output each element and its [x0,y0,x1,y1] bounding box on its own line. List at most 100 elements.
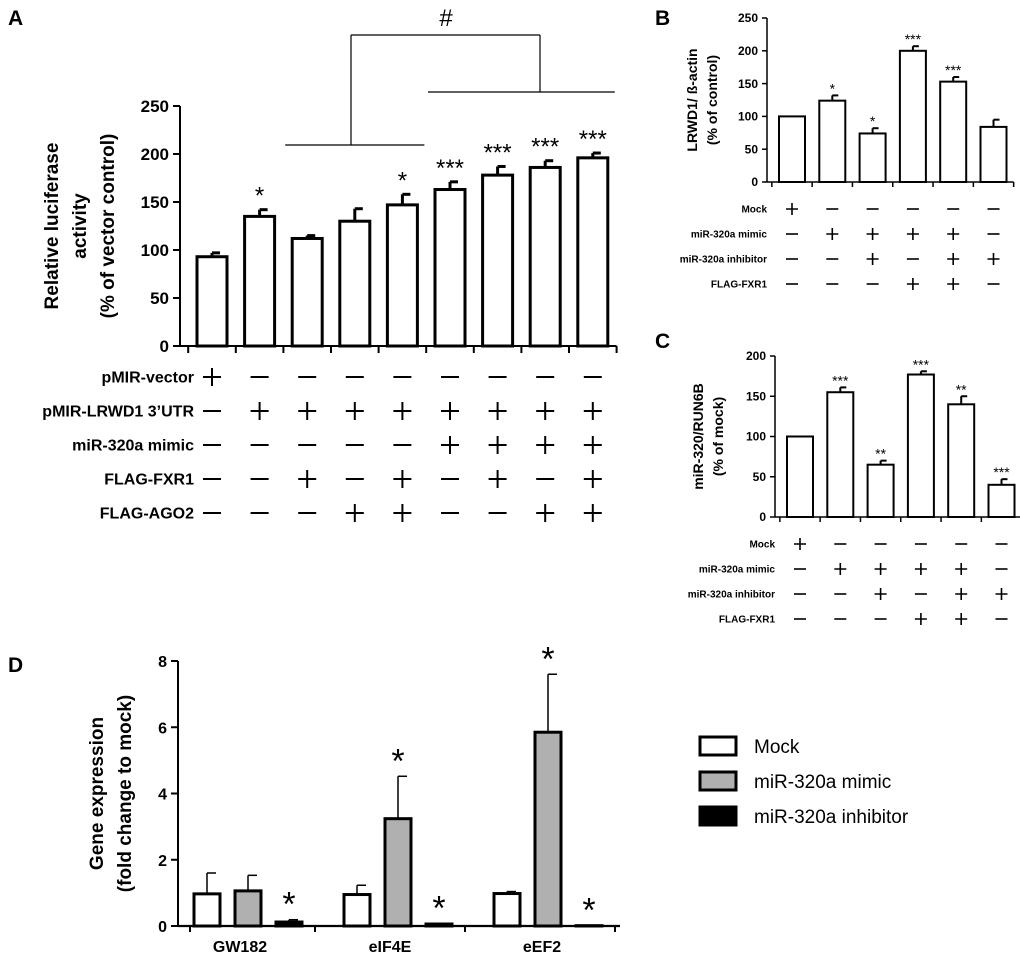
y-tick-label: 0 [759,510,766,524]
significance-marker: * [432,889,445,927]
panel-label-a: A [8,7,23,30]
bar [385,203,419,348]
plus-sign [955,563,968,575]
y-tick-label: 250 [738,11,758,25]
plus-sign [955,588,968,600]
plus-sign [995,588,1008,600]
category-label: eEF2 [523,939,561,956]
bar [492,892,522,928]
y-axis-label: (% of vector control) [98,134,119,319]
bar [233,889,263,928]
plus-sign [250,402,269,420]
plus-sign [488,470,507,488]
y-tick-label: 150 [141,193,169,212]
significance-marker: * [282,886,295,924]
bar [898,49,927,183]
bar [866,463,895,518]
y-tick-label: 50 [745,142,759,156]
plus-sign [866,253,879,265]
panel-label-d: D [8,654,23,677]
y-axis-label: (% of mock) [710,397,726,476]
bar [778,115,806,183]
y-tick-label: 150 [738,77,758,91]
legend-label: miR-320a mimic [754,772,891,793]
condition-label: miR-320a inhibitor [680,255,767,266]
y-tick-label: 100 [141,241,169,260]
bar [979,125,1008,183]
significance-marker: *** [905,31,922,47]
bar [195,255,229,348]
significance-marker: * [255,183,264,210]
y-tick-label: 0 [160,337,169,356]
plus-sign [583,504,602,522]
condition-label: miR-320a mimic [699,565,776,576]
y-tick-label: 150 [746,389,766,403]
plus-sign [947,278,960,290]
y-axis-label: Relative luciferase [42,143,63,310]
condition-label: FLAG-FXR1 [104,472,194,489]
significance-marker: ** [956,381,967,397]
significance-marker: *** [993,464,1010,480]
y-tick-label: 2 [158,853,167,870]
significance-marker: * [582,891,595,929]
condition-label: Mock [741,205,767,216]
bar [338,219,372,348]
plus-sign [906,228,919,240]
condition-label: miR-320a mimic [72,438,194,455]
plus-sign [298,470,317,488]
plus-sign [955,613,968,625]
bar [947,403,976,518]
bar [533,730,563,928]
y-axis-label: (% of control) [704,55,720,145]
y-tick-label: 250 [141,97,169,116]
y-tick-label: 4 [158,787,167,804]
bar [528,165,562,348]
y-tick-label: 50 [753,470,767,484]
plus-sign [536,504,555,522]
y-tick-label: 200 [141,145,169,164]
plus-sign [826,228,839,240]
significance-marker: *** [945,62,962,78]
bar [987,483,1016,518]
plus-sign [914,613,927,625]
plus-sign [874,563,887,575]
bar [818,99,847,183]
plus-sign [393,504,412,522]
y-tick-label: 100 [738,110,758,124]
plus-sign [536,436,555,454]
condition-label: FLAG-FXR1 [719,615,776,626]
significance-marker: *** [832,372,849,388]
y-tick-label: 200 [738,44,758,58]
plus-sign [866,228,879,240]
plus-sign [583,402,602,420]
significance-marker: * [398,167,407,194]
significance-marker: *** [913,356,930,372]
y-tick-label: 0 [751,175,758,189]
plus-sign [987,253,1000,265]
plus-sign [488,436,507,454]
legend-swatch [698,805,738,827]
legend-swatch [698,770,738,792]
category-label: GW182 [213,939,267,956]
condition-label: pMIR-vector [102,370,194,387]
plus-sign [583,436,602,454]
plus-sign [393,402,412,420]
bar [858,132,887,183]
bar [481,173,515,348]
legend-swatch [698,735,738,757]
condition-label: Mock [749,540,775,551]
significance-marker: *** [579,126,607,153]
bar [192,892,222,928]
plus-sign [947,253,960,265]
significance-marker: * [541,640,554,678]
condition-label: miR-320a mimic [691,230,768,241]
significance-marker: ** [875,446,886,462]
plus-sign [834,563,847,575]
significance-marker: * [830,80,836,96]
significance-marker: *** [484,139,512,166]
plus-sign [914,563,927,575]
bar [243,214,277,348]
legend-label: Mock [754,737,800,758]
bar [290,236,324,348]
